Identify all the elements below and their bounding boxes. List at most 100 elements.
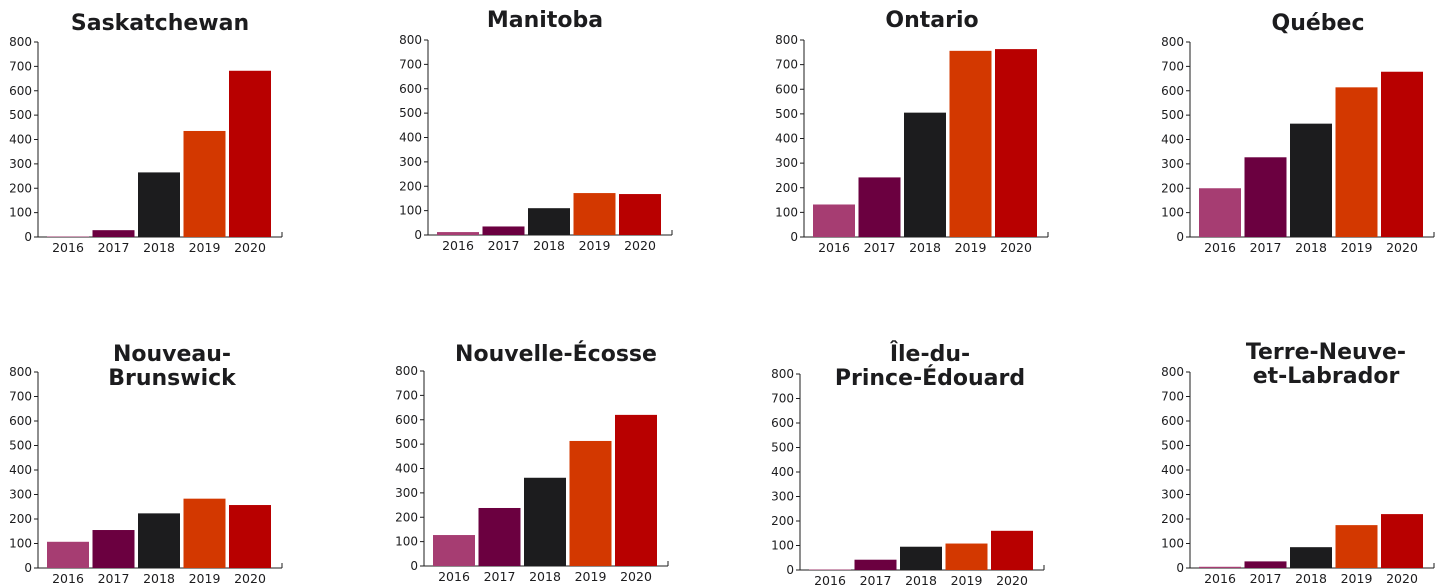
bar-1-2020 xyxy=(229,70,271,237)
y-tick-label-3-200: 200 xyxy=(775,181,798,195)
y-tick-label-3-500: 500 xyxy=(775,107,798,121)
y-tick-label-3-800: 800 xyxy=(775,33,798,47)
y-tick-label-3-600: 600 xyxy=(775,82,798,96)
bar-2-2018 xyxy=(528,208,570,235)
bar-3-2019 xyxy=(949,50,992,238)
x-label-5-2017: 2017 xyxy=(98,571,130,585)
bar-1-2019 xyxy=(183,130,226,237)
bar-7-2020 xyxy=(991,530,1033,570)
bar-3-2017 xyxy=(858,177,901,237)
x-label-7-2017: 2017 xyxy=(860,573,892,585)
bar-6-2016 xyxy=(433,535,475,566)
y-tick-label-6-800: 800 xyxy=(395,364,418,378)
y-tick-label-8-800: 800 xyxy=(1161,365,1184,379)
y-tick-label-7-400: 400 xyxy=(771,465,794,479)
x-label-6-2016: 2016 xyxy=(438,569,470,584)
y-tick-label-4-300: 300 xyxy=(1161,157,1184,171)
bar-4-2016 xyxy=(1199,188,1241,237)
bar-4-2018 xyxy=(1290,123,1332,237)
y-tick-label-5-300: 300 xyxy=(9,488,32,502)
y-tick-label-6-300: 300 xyxy=(395,486,418,500)
y-tick-label-6-700: 700 xyxy=(395,388,418,402)
bar-1-2018 xyxy=(138,172,180,237)
bar-6-2019 xyxy=(569,440,612,566)
bar-3-2018 xyxy=(904,112,946,237)
chart-title-6-line-1: Nouvelle-Écosse xyxy=(455,341,657,367)
bar-5-2017 xyxy=(92,530,135,568)
y-tick-label-8-400: 400 xyxy=(1161,463,1184,477)
y-tick-label-5-100: 100 xyxy=(9,537,32,551)
y-tick-label-7-300: 300 xyxy=(771,490,794,504)
bar-2-2019 xyxy=(573,193,616,235)
y-tick-label-4-500: 500 xyxy=(1161,108,1184,122)
y-tick-label-2-600: 600 xyxy=(399,82,422,96)
x-label-8-2018: 2018 xyxy=(1295,571,1327,585)
y-tick-label-1-700: 700 xyxy=(9,59,32,73)
x-label-1-2017: 2017 xyxy=(98,240,130,255)
y-tick-label-6-600: 600 xyxy=(395,413,418,427)
bar-4-2019 xyxy=(1335,87,1378,238)
x-label-8-2019: 2019 xyxy=(1341,571,1373,585)
x-label-8-2020: 2020 xyxy=(1386,571,1418,585)
x-label-6-2020: 2020 xyxy=(620,569,652,584)
x-label-7-2018: 2018 xyxy=(905,573,937,585)
y-tick-label-2-700: 700 xyxy=(399,57,422,71)
x-label-5-2020: 2020 xyxy=(234,571,266,585)
bar-5-2020 xyxy=(229,505,271,568)
y-tick-label-1-300: 300 xyxy=(9,157,32,171)
bar-5-2016 xyxy=(47,541,89,568)
y-tick-label-8-200: 200 xyxy=(1161,512,1184,526)
y-tick-label-1-600: 600 xyxy=(9,84,32,98)
bar-7-2019 xyxy=(945,543,988,570)
chart-title-7-line-1: Île-du- xyxy=(890,341,970,367)
y-tick-label-5-700: 700 xyxy=(9,390,32,404)
bar-3-2016 xyxy=(813,204,855,237)
bar-3-2020 xyxy=(995,49,1037,237)
x-label-8-2017: 2017 xyxy=(1250,571,1282,585)
x-label-6-2019: 2019 xyxy=(575,569,607,584)
y-tick-label-5-0: 0 xyxy=(24,561,32,575)
y-tick-label-7-500: 500 xyxy=(771,441,794,455)
y-tick-label-8-0: 0 xyxy=(1176,561,1184,575)
y-tick-label-2-200: 200 xyxy=(399,179,422,193)
bar-8-2018 xyxy=(1290,547,1332,568)
chart-title-8-line-2: et-Labrador xyxy=(1253,364,1400,389)
chart-title-4-line-1: Québec xyxy=(1272,11,1365,36)
y-tick-label-1-100: 100 xyxy=(9,206,32,220)
y-tick-label-4-0: 0 xyxy=(1176,230,1184,244)
x-label-7-2019: 2019 xyxy=(951,573,983,585)
chart-title-3-line-1: Ontario xyxy=(885,8,978,33)
x-label-5-2016: 2016 xyxy=(52,571,84,585)
y-tick-label-2-300: 300 xyxy=(399,155,422,169)
x-label-6-2017: 2017 xyxy=(484,569,516,584)
bar-6-2017 xyxy=(478,507,521,566)
y-tick-label-7-0: 0 xyxy=(786,563,794,577)
x-label-4-2017: 2017 xyxy=(1250,240,1282,255)
y-tick-label-6-200: 200 xyxy=(395,510,418,524)
y-tick-label-5-200: 200 xyxy=(9,512,32,526)
chart-title-5-line-2: Brunswick xyxy=(108,366,237,391)
y-tick-label-2-800: 800 xyxy=(399,33,422,47)
y-tick-label-2-100: 100 xyxy=(399,204,422,218)
y-tick-label-7-600: 600 xyxy=(771,416,794,430)
x-label-1-2018: 2018 xyxy=(143,240,175,255)
bar-1-2017 xyxy=(92,230,135,237)
y-tick-label-5-500: 500 xyxy=(9,439,32,453)
x-label-7-2020: 2020 xyxy=(996,573,1028,585)
x-label-2-2018: 2018 xyxy=(533,238,565,253)
bar-2-2020 xyxy=(619,194,661,235)
y-tick-label-4-600: 600 xyxy=(1161,84,1184,98)
y-tick-label-4-700: 700 xyxy=(1161,59,1184,73)
x-label-2-2020: 2020 xyxy=(624,238,656,253)
x-label-3-2017: 2017 xyxy=(864,240,896,255)
x-label-4-2019: 2019 xyxy=(1341,240,1373,255)
bar-5-2019 xyxy=(183,498,226,568)
y-tick-label-6-500: 500 xyxy=(395,437,418,451)
y-tick-label-4-200: 200 xyxy=(1161,181,1184,195)
y-tick-label-3-0: 0 xyxy=(790,230,798,244)
x-label-2-2019: 2019 xyxy=(579,238,611,253)
y-tick-label-6-100: 100 xyxy=(395,535,418,549)
x-label-7-2016: 2016 xyxy=(814,573,846,585)
y-tick-label-1-0: 0 xyxy=(24,230,32,244)
